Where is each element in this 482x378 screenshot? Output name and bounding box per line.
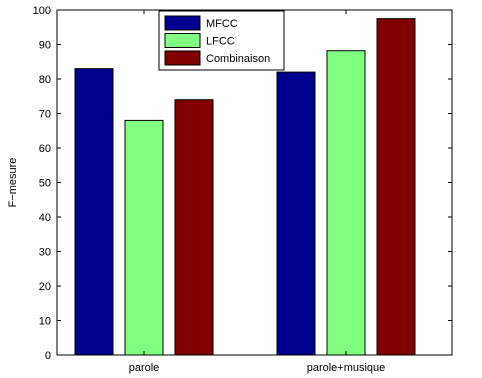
y-tick-label: 80 — [39, 74, 51, 86]
y-axis-label: F−mesure — [7, 158, 19, 208]
legend: MFCC LFCC Combinaison — [158, 10, 285, 71]
legend-label-combinaison: Combinaison — [206, 53, 270, 65]
legend-swatch-combinaison — [164, 50, 201, 66]
y-axis-ticks: 0 10 20 30 40 50 60 70 80 90 100 — [33, 5, 452, 362]
y-tick-label: 0 — [45, 350, 51, 362]
y-tick-label: 60 — [39, 143, 51, 155]
legend-swatch-mfcc — [164, 15, 201, 31]
legend-label-mfcc: MFCC — [206, 18, 238, 30]
x-tick-label: parole — [129, 362, 160, 374]
bars-layer — [74, 18, 416, 356]
bar-combinaison-2 — [376, 18, 416, 356]
bar-lfcc-2 — [326, 50, 366, 356]
legend-swatch-lfcc — [164, 33, 201, 48]
bar-mfcc-1 — [74, 68, 114, 356]
bar-lfcc-1 — [124, 119, 164, 356]
x-axis-ticks: parole parole+musique — [129, 10, 386, 374]
y-tick-label: 50 — [39, 178, 51, 190]
x-tick-label: parole+musique — [307, 362, 386, 374]
legend-label-lfcc: LFCC — [206, 36, 235, 48]
y-tick-label: 40 — [39, 212, 51, 224]
y-tick-label: 20 — [39, 281, 51, 293]
y-tick-label: 10 — [39, 316, 51, 328]
y-tick-label: 100 — [33, 5, 51, 17]
y-tick-label: 30 — [39, 247, 51, 259]
bar-combinaison-1 — [174, 99, 214, 356]
bar-mfcc-2 — [276, 71, 316, 356]
y-tick-label: 90 — [39, 40, 51, 52]
y-tick-label: 70 — [39, 109, 51, 121]
